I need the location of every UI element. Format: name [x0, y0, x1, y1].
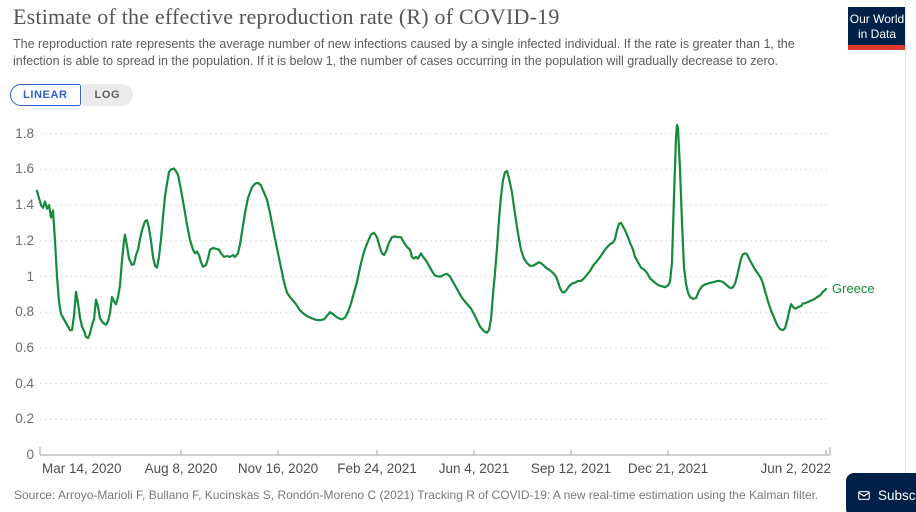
x-axis-label: Mar 14, 2020 [42, 461, 122, 476]
x-axis-label: Sep 12, 2021 [530, 461, 612, 476]
owid-logo[interactable]: Our World in Data [848, 7, 906, 50]
source-citation: Source: Arroyo-Marioli F, Bullano F, Kuc… [14, 488, 819, 502]
page-right-border [905, 0, 906, 512]
y-axis-label: 1 [26, 268, 34, 284]
y-axis-label: 0.4 [15, 375, 34, 391]
series-label-greece: Greece [832, 280, 875, 296]
page-title: Estimate of the effective reproduction r… [13, 4, 560, 29]
y-axis-label: 0.2 [15, 411, 34, 427]
y-axis-label: 1.2 [15, 232, 34, 248]
log-scale-button[interactable]: LOG [81, 84, 134, 107]
x-axis-label: Nov 16, 2020 [237, 461, 319, 476]
x-axis-label: Jun 2, 2022 [760, 461, 831, 476]
y-axis-label: 0.6 [15, 339, 34, 355]
subscribe-button[interactable]: Subscribe [846, 473, 916, 512]
y-axis-label: 0.8 [15, 304, 34, 320]
page-subtitle: The reproduction rate represents the ave… [13, 37, 795, 68]
owid-logo-line1: Our World [849, 12, 905, 26]
x-axis-label: Feb 24, 2021 [337, 461, 417, 476]
envelope-icon [858, 490, 870, 500]
linear-scale-button[interactable]: LINEAR [10, 84, 81, 107]
y-axis-label: 1.6 [15, 161, 34, 177]
subscribe-label: Subscribe [877, 487, 916, 503]
y-axis-label: 1.8 [15, 125, 34, 141]
owid-logo-stripe [848, 45, 906, 50]
x-axis-label: Jun 4, 2021 [438, 461, 510, 476]
y-axis-label: 1.4 [15, 197, 34, 213]
scale-toggle: LINEAR LOG [10, 84, 134, 107]
x-axis-label: Dec 21, 2021 [627, 461, 709, 476]
owid-logo-line2: in Data [857, 27, 897, 42]
x-axis-label: Aug 8, 2020 [144, 461, 218, 476]
y-axis-label: 0 [26, 447, 34, 462]
